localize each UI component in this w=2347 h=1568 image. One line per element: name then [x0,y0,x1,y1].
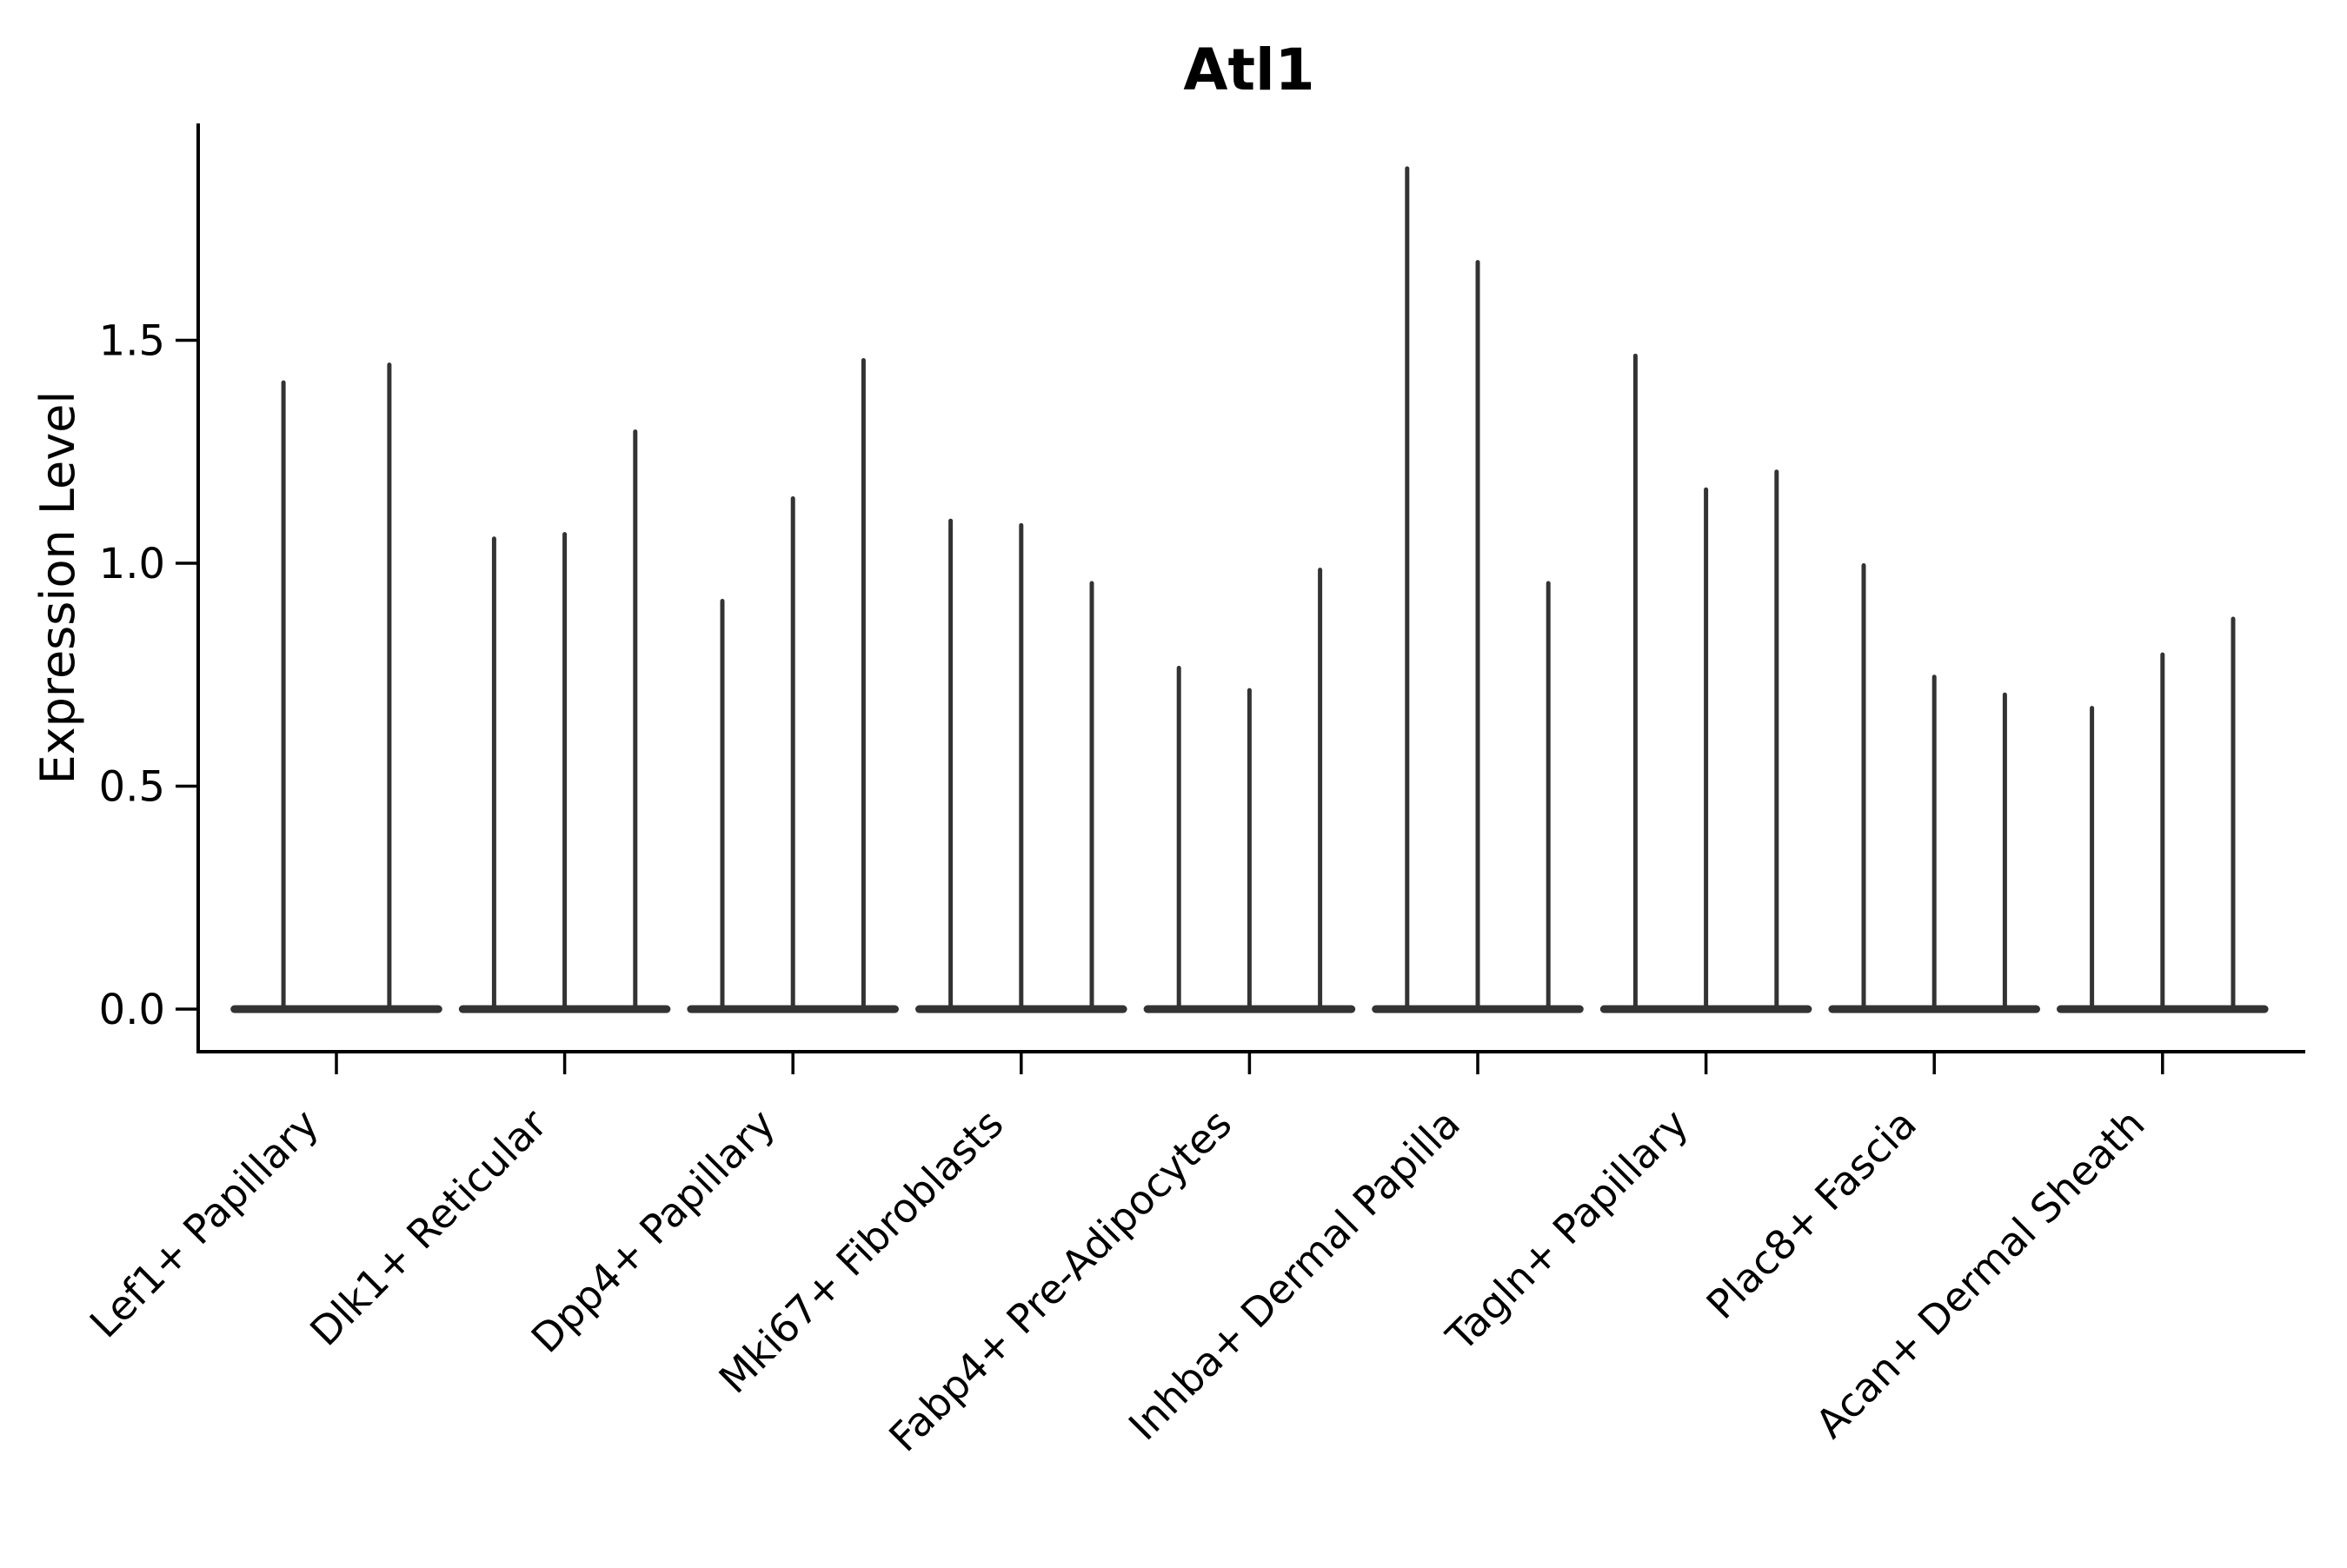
violin-spike [1019,522,1024,1012]
y-axis-label: Expression Level [30,391,85,785]
violin-spike [1089,581,1094,1012]
x-tick-label: Dpp4+ Papillary [522,1100,784,1362]
violin-spike [1405,166,1410,1012]
violin-spike [1176,665,1181,1012]
violin-spike [948,518,954,1012]
violin-spike [2231,616,2236,1012]
violin-spike [1475,260,1480,1012]
violin-spike [790,496,795,1012]
violin-spike [861,358,866,1012]
violin-spike [562,532,568,1012]
x-tick-label: Plac8+ Fascia [1698,1100,1925,1328]
x-tick-label: Dlk1+ Reticular [301,1100,555,1355]
violin-spike [1861,563,1866,1012]
violin-spike [491,536,496,1012]
y-tick-label: 0.0 [99,986,165,1034]
violin-spike [387,362,392,1012]
violin-spike [1632,353,1638,1012]
violin-spike [2160,652,2165,1012]
violin-spike [1318,568,1323,1012]
violin-spike [1774,469,1779,1012]
violin-spike [1931,674,1937,1012]
y-tick-label: 1.5 [99,316,165,365]
violin-spike [281,380,286,1012]
violin-spike [2002,692,2007,1012]
y-tick-label: 0.5 [99,762,165,811]
y-tick-label: 1.0 [99,540,165,588]
violin-spike [1546,581,1551,1012]
violin-base [230,1005,442,1013]
violin-spike [720,599,725,1012]
x-tick-label: Tagln+ Papillary [1437,1100,1698,1361]
violin-spike [1704,487,1709,1012]
x-tick-label: Lef1+ Papillary [81,1100,328,1347]
violin-spike [1247,688,1252,1012]
chart-title: Atl1 [1183,37,1314,103]
violin-spike [633,429,638,1013]
violin-spike [2090,706,2095,1012]
